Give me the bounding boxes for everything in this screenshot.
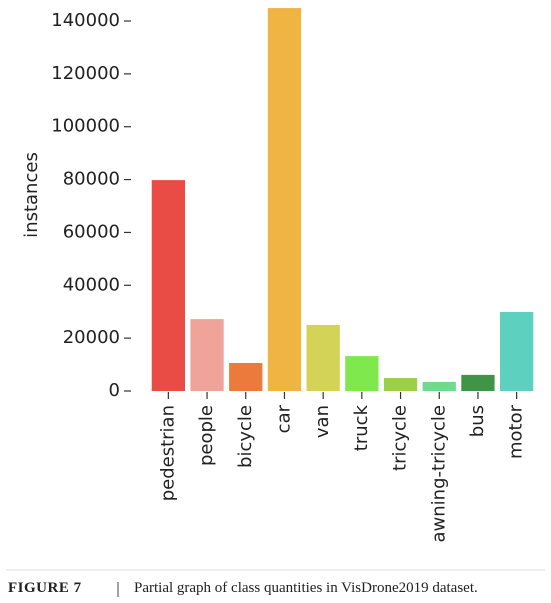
bar bbox=[306, 324, 340, 391]
y-axis-label: instances bbox=[21, 152, 42, 238]
x-tick-label: awning-tricycle bbox=[428, 405, 449, 542]
x-tick-label: truck bbox=[351, 404, 372, 451]
y-tick-label: 20000 bbox=[63, 327, 120, 348]
y-tick-label: 80000 bbox=[63, 169, 120, 190]
x-tick-label: car bbox=[273, 404, 294, 433]
x-tick-label: bicycle bbox=[235, 405, 256, 468]
x-tick-label: motor bbox=[506, 404, 527, 459]
y-tick-label: 140000 bbox=[51, 10, 120, 31]
caption-label: FIGURE 7 bbox=[8, 580, 82, 596]
y-tick-label: 100000 bbox=[51, 116, 120, 137]
bar bbox=[500, 311, 534, 391]
x-tick-label: tricycle bbox=[390, 405, 411, 471]
bar bbox=[267, 8, 302, 392]
bar bbox=[461, 374, 495, 391]
x-tick-label: pedestrian bbox=[157, 405, 178, 501]
bar bbox=[345, 356, 379, 391]
x-tick-label: people bbox=[196, 405, 217, 466]
bar bbox=[151, 180, 185, 391]
y-tick-label: 40000 bbox=[63, 274, 120, 295]
y-tick-label: 120000 bbox=[51, 63, 120, 84]
x-tick-label: van bbox=[312, 405, 333, 438]
bar bbox=[422, 382, 456, 391]
bar bbox=[190, 319, 224, 391]
bar bbox=[229, 362, 263, 391]
x-tick-label: bus bbox=[467, 405, 488, 437]
y-tick-label: 60000 bbox=[63, 221, 120, 242]
y-tick-label: 0 bbox=[109, 380, 120, 401]
bar bbox=[383, 378, 418, 391]
caption-text: Partial graph of class quantities in Vis… bbox=[134, 580, 478, 596]
